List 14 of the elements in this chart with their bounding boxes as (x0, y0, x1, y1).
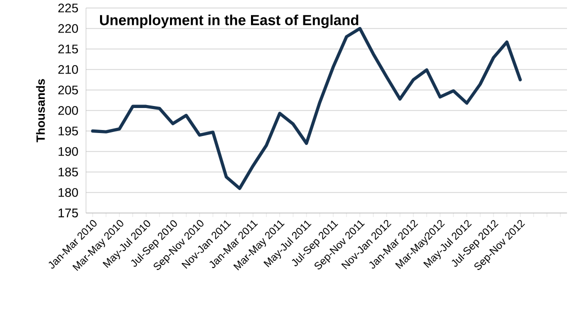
y-axis-title: Thousands (36, 79, 45, 142)
y-tick-label: 225 (58, 4, 78, 12)
y-tick-label: 205 (58, 86, 78, 94)
y-tick-label: 220 (58, 24, 78, 33)
y-tick-label: 210 (58, 65, 78, 74)
chart-title: Unemployment in the East of England (100, 14, 358, 28)
y-tick-label: 180 (58, 188, 78, 197)
y-tick-label: 215 (58, 44, 78, 54)
y-tick-label: 175 (58, 208, 78, 218)
y-tick-label: 190 (58, 147, 78, 156)
y-tick-label: 195 (58, 126, 78, 136)
y-tick-label: 185 (58, 168, 78, 176)
y-tick-label: 200 (58, 106, 78, 115)
line-series (91, 26, 522, 190)
